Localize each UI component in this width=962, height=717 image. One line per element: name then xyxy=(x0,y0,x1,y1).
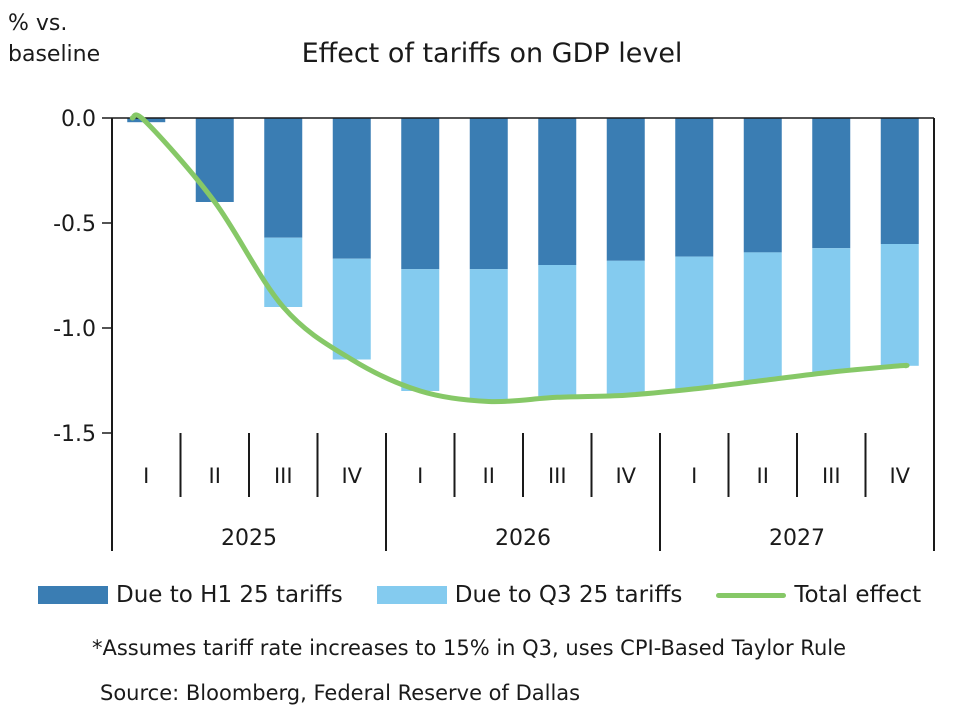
legend-item-total: Total effect xyxy=(716,582,921,608)
bar-q3-7 xyxy=(538,265,577,398)
quarter-label-4: IV xyxy=(341,464,362,488)
bar-q3-3 xyxy=(264,237,303,307)
bar-q3-11 xyxy=(812,248,851,373)
legend-item-h1: Due to H1 25 tariffs xyxy=(38,582,343,608)
legend-swatch-h1 xyxy=(38,586,108,604)
legend-label-total: Total effect xyxy=(794,582,922,608)
y-tick-label: -1.5 xyxy=(53,422,96,447)
bar-q3-9 xyxy=(675,256,714,389)
bar-q3-4 xyxy=(332,258,371,360)
y-tick-label: 0.0 xyxy=(61,107,96,132)
bar-h1-4 xyxy=(332,118,371,259)
legend-label-h1: Due to H1 25 tariffs xyxy=(116,582,343,608)
y-tick-label: -1.0 xyxy=(53,317,96,342)
quarter-label-7: III xyxy=(548,464,567,488)
bar-h1-5 xyxy=(401,118,440,270)
bar-q3-5 xyxy=(401,269,440,391)
bar-q3-6 xyxy=(469,269,508,402)
quarter-label-11: III xyxy=(822,464,841,488)
bar-h1-3 xyxy=(264,118,303,238)
bar-h1-8 xyxy=(606,118,645,261)
legend-label-q3: Due to Q3 25 tariffs xyxy=(454,582,683,608)
bar-q3-12 xyxy=(880,244,919,366)
total-effect-line xyxy=(129,112,910,405)
quarter-label-8: IV xyxy=(615,464,636,488)
quarter-label-6: II xyxy=(483,464,495,488)
legend-swatch-q3 xyxy=(376,586,447,604)
footnote: *Assumes tariff rate increases to 15% in… xyxy=(92,636,847,660)
bar-h1-10 xyxy=(743,118,782,253)
legend: Due to H1 25 tariffs Due to Q3 25 tariff… xyxy=(38,582,921,608)
bar-h1-12 xyxy=(880,118,919,244)
quarter-label-12: IV xyxy=(889,464,910,488)
quarter-label-9: I xyxy=(691,464,697,488)
quarter-label-3: III xyxy=(274,464,293,488)
source-note: Source: Bloomberg, Federal Reserve of Da… xyxy=(100,681,581,705)
bar-h1-2 xyxy=(195,118,234,202)
bar-h1-6 xyxy=(469,118,508,270)
year-label-2025: 2025 xyxy=(221,526,277,551)
bar-q3-8 xyxy=(606,260,645,396)
y-tick-label: -0.5 xyxy=(53,212,96,237)
bar-h1-9 xyxy=(675,118,714,257)
quarter-label-5: I xyxy=(417,464,423,488)
legend-swatch-total xyxy=(716,592,787,598)
quarter-label-1: I xyxy=(143,464,149,488)
bar-h1-7 xyxy=(538,118,577,265)
y-axis-label: % vs. baseline xyxy=(8,8,118,70)
chart-title: Effect of tariffs on GDP level xyxy=(301,38,683,69)
bar-q3-10 xyxy=(743,252,782,381)
year-label-2026: 2026 xyxy=(495,526,551,551)
quarter-label-10: II xyxy=(757,464,769,488)
legend-item-q3: Due to Q3 25 tariffs xyxy=(376,582,683,608)
year-label-2027: 2027 xyxy=(769,526,825,551)
bar-h1-11 xyxy=(812,118,851,249)
quarter-label-2: II xyxy=(209,464,221,488)
y-axis-label-text: % vs. baseline xyxy=(8,11,101,67)
